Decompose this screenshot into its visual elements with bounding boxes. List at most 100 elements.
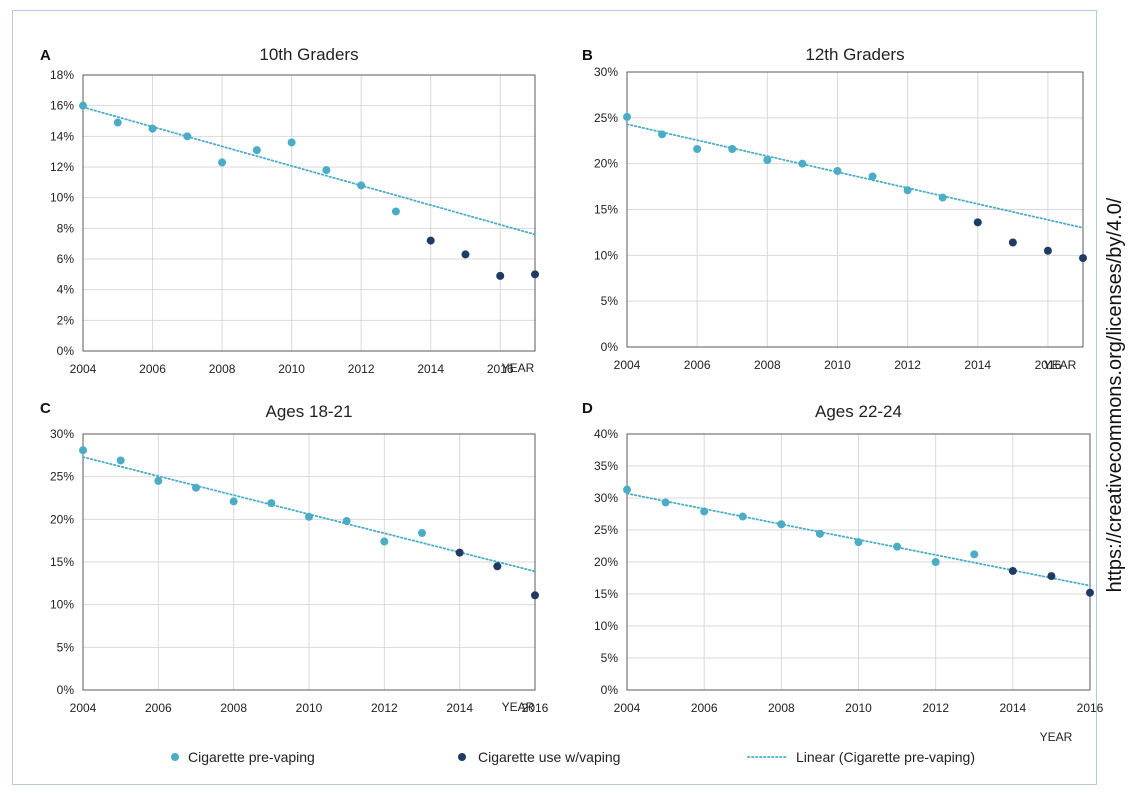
data-point (903, 186, 912, 195)
y-tick-label: 0% (57, 344, 75, 358)
plot-area-border (626, 433, 1091, 691)
panel-title: 10th Graders (259, 45, 358, 64)
data-point (738, 512, 747, 521)
x-tick-label: 2014 (999, 701, 1026, 715)
trendline (626, 123, 1084, 229)
y-tick-label: 18% (50, 68, 74, 82)
data-point (357, 181, 366, 190)
x-tick-label: 2006 (691, 701, 718, 715)
data-point (496, 271, 505, 280)
y-tick-label: 5% (601, 294, 619, 308)
data-point (623, 112, 631, 121)
trendline (82, 106, 536, 236)
panel-title: Ages 22-24 (815, 402, 902, 421)
data-point (1008, 238, 1017, 247)
data-point (79, 446, 87, 455)
x-tick-label: 2008 (768, 701, 795, 715)
y-tick-label: 0% (601, 683, 619, 697)
data-point (700, 507, 709, 516)
series-with-vaping (973, 218, 1087, 263)
legend-marker (458, 753, 466, 761)
data-point (798, 159, 807, 168)
legend-item: Cigarette pre-vaping (171, 749, 315, 765)
data-point (893, 542, 902, 551)
y-tick-label: 15% (594, 203, 618, 217)
y-tick-label: 30% (594, 65, 618, 79)
y-tick-label: 30% (50, 427, 74, 441)
y-tick-label: 12% (50, 160, 74, 174)
x-tick-label: 2010 (845, 701, 872, 715)
x-tick-label: 2008 (209, 362, 236, 376)
plot-area-border (626, 71, 1084, 348)
panel-title: 12th Graders (805, 45, 904, 64)
data-point (1079, 254, 1087, 263)
chart-panel-d: 0% 5% 10% 15% 20% 25% 30% 35% 40% 2004 2006 2008 201… (582, 400, 1104, 744)
data-point (113, 118, 122, 127)
y-tick-label: 30% (594, 491, 618, 505)
x-tick-label: 2012 (922, 701, 949, 715)
data-point (287, 138, 296, 147)
y-tick-label: 20% (594, 555, 618, 569)
data-point (79, 101, 87, 110)
data-point (868, 172, 877, 181)
y-tick-label: 2% (57, 313, 75, 327)
x-tick-label: 2014 (964, 358, 991, 372)
y-tick-label: 4% (57, 283, 75, 297)
x-tick-label: 2016 (1077, 701, 1104, 715)
data-point (1008, 566, 1017, 575)
series-pre-vaping (623, 112, 947, 202)
legend-label: Cigarette use w/vaping (478, 749, 620, 765)
series-with-vaping (1008, 566, 1094, 597)
x-tick-label: 2008 (220, 701, 247, 715)
x-tick-label: 2010 (278, 362, 305, 376)
data-point (658, 130, 667, 139)
x-tick-label: 2010 (296, 701, 323, 715)
x-axis-label: YEAR (1044, 358, 1077, 372)
x-tick-label: 2006 (139, 362, 166, 376)
data-point (661, 498, 670, 507)
y-tick-label: 25% (50, 470, 74, 484)
series-pre-vaping (79, 101, 400, 216)
data-point (252, 146, 261, 155)
data-point (192, 483, 200, 492)
data-point (218, 158, 227, 167)
data-point (493, 562, 502, 571)
x-tick-label: 2012 (894, 358, 921, 372)
data-point (418, 528, 426, 537)
data-point (531, 270, 539, 279)
x-tick-label: 2016 (522, 701, 549, 715)
panel-label: B (582, 47, 593, 64)
data-point (267, 499, 276, 508)
y-tick-label: 35% (594, 459, 618, 473)
data-point (455, 548, 464, 557)
legend-marker (171, 753, 179, 761)
y-tick-label: 10% (50, 598, 74, 612)
x-tick-label: 2016 (1035, 358, 1062, 372)
data-point (623, 485, 631, 494)
data-point (380, 537, 389, 546)
y-tick-label: 25% (594, 523, 618, 537)
series-with-vaping (426, 236, 539, 280)
y-tick-label: 20% (594, 157, 618, 171)
series-pre-vaping (79, 446, 426, 546)
y-tick-label: 6% (57, 252, 75, 266)
y-tick-label: 40% (594, 427, 618, 441)
y-tick-label: 15% (594, 587, 618, 601)
x-tick-label: 2012 (348, 362, 375, 376)
x-tick-label: 2004 (614, 701, 641, 715)
y-tick-label: 25% (594, 111, 618, 125)
data-point (973, 218, 982, 227)
y-tick-label: 15% (50, 555, 74, 569)
data-point (777, 520, 786, 529)
data-point (970, 550, 979, 559)
legend-label: Cigarette pre-vaping (188, 749, 315, 765)
legend-item: Linear (Cigarette pre-vaping) (747, 749, 975, 765)
x-tick-label: 2012 (371, 701, 398, 715)
chart-panel-b: 0% 5% 10% 15% 20% 25% 30% 2004 2006 2008 2010 2012 2… (582, 45, 1087, 372)
legend-label: Linear (Cigarette pre-vaping) (796, 749, 975, 765)
x-tick-label: 2004 (70, 362, 97, 376)
plot-area-border (82, 74, 536, 352)
chart-panel-c: 0% 5% 10% 15% 20% 25% 30% 2004 2006 2008 2010 2012 2… (40, 400, 549, 715)
data-point (342, 517, 351, 526)
x-tick-label: 2004 (614, 358, 641, 372)
